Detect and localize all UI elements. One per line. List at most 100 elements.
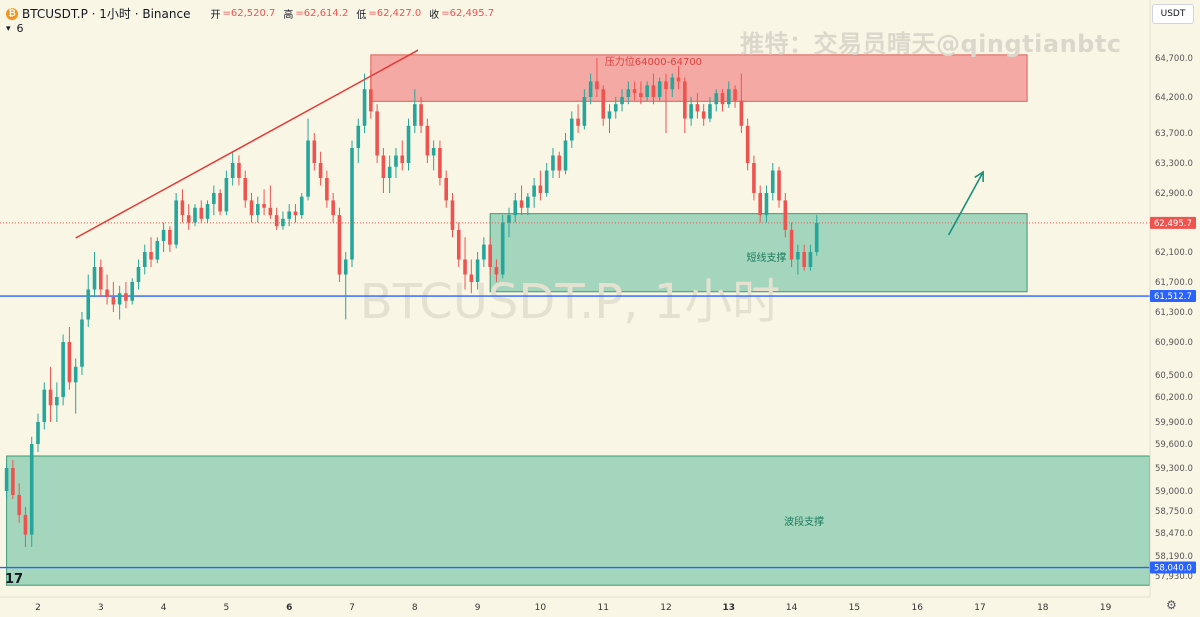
candle-body xyxy=(369,89,373,112)
candle-body xyxy=(563,140,568,171)
candle-body xyxy=(613,104,618,112)
zone-label-2: 波段支撑 xyxy=(784,515,824,528)
y-tick-label: 64,200.0 xyxy=(1155,93,1193,103)
candle-body xyxy=(657,81,662,97)
candle-body xyxy=(632,89,637,94)
tradingview-logo-icon[interactable]: 17 xyxy=(5,572,24,587)
bitcoin-icon: ₿ xyxy=(6,7,18,20)
x-tick-label: 19 xyxy=(1100,603,1112,613)
candle-body xyxy=(676,77,681,82)
candle-body xyxy=(230,163,235,178)
candle-body xyxy=(268,207,273,216)
candle-body xyxy=(544,170,549,193)
candle-body xyxy=(224,178,229,212)
indicators-toggle[interactable]: ▾ 6 xyxy=(6,22,24,35)
candle-body xyxy=(174,200,178,245)
candle-body xyxy=(249,200,254,216)
candle-body xyxy=(205,204,210,219)
y-tick-label: 61,300.0 xyxy=(1155,308,1193,318)
candle-body xyxy=(689,104,693,119)
x-tick-label: 11 xyxy=(597,603,608,613)
candle-body xyxy=(80,319,84,367)
candle-body xyxy=(29,444,34,535)
candle-body xyxy=(708,104,712,119)
y-tick-label: 59,300.0 xyxy=(1155,464,1193,474)
candle-body xyxy=(601,89,605,119)
candle-body xyxy=(475,259,480,282)
currency-selector[interactable]: USDT xyxy=(1152,4,1194,24)
candle-body xyxy=(488,244,492,267)
up-arrow-head xyxy=(974,170,984,183)
price-label-badge xyxy=(1150,561,1196,574)
y-tick-label: 59,900.0 xyxy=(1155,418,1193,428)
candle-body xyxy=(325,178,329,201)
candle-body xyxy=(752,163,756,193)
candle-body xyxy=(551,155,555,171)
candle-body xyxy=(620,97,624,105)
x-tick-label: 6 xyxy=(286,603,292,613)
candle-body xyxy=(256,204,260,216)
candle-body xyxy=(770,170,775,193)
candle-body xyxy=(155,240,160,260)
x-tick-label: 2 xyxy=(35,603,41,613)
price-label-2: 58,040.0 xyxy=(1154,564,1192,574)
candle-body xyxy=(331,200,335,216)
candle-body xyxy=(299,196,304,216)
ohlc-close-label: 收 xyxy=(429,10,440,21)
author-watermark: 推特：交易员晴天@qingtianbtc xyxy=(740,30,1122,58)
candle-body xyxy=(739,100,744,126)
ohlc-close-value: =62,495.7 xyxy=(441,8,495,19)
indicator-count: 6 xyxy=(16,22,24,35)
candle-body xyxy=(764,193,769,216)
y-tick-label: 59,600.0 xyxy=(1155,440,1193,450)
symbol-title[interactable]: BTCUSDT.P · 1小时 · Binance xyxy=(22,7,191,21)
candle-body xyxy=(789,229,794,260)
candle-body xyxy=(237,163,241,178)
candle-body xyxy=(67,342,72,383)
candle-body xyxy=(532,185,536,197)
candle-body xyxy=(293,211,298,216)
x-tick-label: 10 xyxy=(535,603,547,613)
candle-body xyxy=(695,104,700,112)
candle-body xyxy=(595,81,599,90)
gear-icon[interactable]: ⚙ xyxy=(1166,598,1177,612)
candle-body xyxy=(783,200,788,230)
ohlc-low-value: =62,427.0 xyxy=(368,8,422,19)
candle-body xyxy=(444,178,448,201)
candle-body xyxy=(73,366,78,383)
candle-body xyxy=(626,89,631,97)
x-tick-label: 15 xyxy=(849,603,860,613)
candle-body xyxy=(727,89,731,105)
candle-body xyxy=(670,77,675,90)
y-tick-label: 57,930.0 xyxy=(1155,572,1193,582)
candle-body xyxy=(469,274,474,282)
candle-body xyxy=(36,422,40,444)
x-tick-label: 18 xyxy=(1037,603,1049,613)
candle-body xyxy=(456,229,461,260)
candle-body xyxy=(243,178,248,201)
candle-body xyxy=(425,125,430,156)
candle-body xyxy=(570,118,574,141)
y-tick-label: 64,700.0 xyxy=(1155,54,1193,64)
chevron-down-icon: ▾ xyxy=(6,23,11,34)
candle-body xyxy=(199,207,204,219)
x-tick-label: 12 xyxy=(660,603,671,613)
candle-body xyxy=(519,200,524,208)
candle-body xyxy=(450,200,455,230)
candle-body xyxy=(186,215,191,223)
candle-body xyxy=(99,267,103,290)
candle-body xyxy=(582,97,587,126)
candle-body xyxy=(343,259,348,275)
price-label-0: 62,495.7 xyxy=(1154,219,1192,229)
candle-body xyxy=(92,267,97,290)
candle-body xyxy=(394,155,398,167)
price-label-1: 61,512.7 xyxy=(1154,292,1192,302)
y-tick-label: 59,000.0 xyxy=(1155,487,1193,497)
candle-body xyxy=(463,259,467,275)
candle-body xyxy=(161,229,166,241)
x-tick-label: 14 xyxy=(786,603,798,613)
candle-body xyxy=(130,282,134,301)
trendline xyxy=(75,49,419,239)
candle-body xyxy=(413,104,417,126)
